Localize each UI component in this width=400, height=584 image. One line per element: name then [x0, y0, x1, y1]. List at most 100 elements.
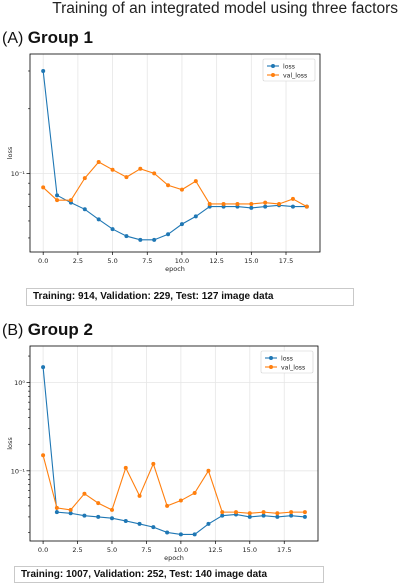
- data-point-loss: [302, 514, 307, 519]
- x-tick-label: 15.0: [243, 546, 257, 554]
- data-point-val-loss: [275, 511, 280, 516]
- data-point-val-loss: [234, 510, 239, 515]
- x-tick-label: 15.0: [244, 257, 258, 265]
- x-tick-label: 12.5: [208, 546, 222, 554]
- data-point-val-loss: [166, 183, 171, 188]
- data-point-val-loss: [247, 511, 252, 516]
- data-point-val-loss: [138, 166, 143, 171]
- data-point-val-loss: [151, 461, 156, 466]
- legend-label: loss: [283, 63, 295, 70]
- data-point-val-loss: [290, 196, 295, 201]
- legend-label: val_loss: [283, 72, 307, 79]
- data-point-val-loss: [221, 201, 226, 206]
- data-point-val-loss: [206, 468, 211, 473]
- data-point-val-loss: [54, 505, 59, 510]
- data-point-loss: [220, 513, 225, 518]
- x-tick-label: 17.5: [277, 546, 291, 554]
- data-point-loss: [179, 222, 184, 227]
- data-point-val-loss: [302, 510, 307, 515]
- data-point-val-loss: [152, 171, 157, 176]
- data-point-loss: [110, 227, 115, 232]
- x-tick-label: 5.0: [107, 546, 117, 554]
- data-point-val-loss: [82, 176, 87, 181]
- data-point-val-loss: [110, 167, 115, 172]
- axes-frame: [29, 53, 321, 253]
- data-point-loss: [54, 510, 59, 515]
- y-tick-label: 10⁰: [14, 379, 25, 387]
- data-point-loss: [247, 514, 252, 519]
- data-point-loss: [152, 237, 157, 242]
- data-point-val-loss: [41, 453, 46, 458]
- data-point-loss: [109, 516, 114, 521]
- data-point-loss: [249, 205, 254, 210]
- data-point-val-loss: [137, 493, 142, 498]
- panel-b-heading: (B) Group 2: [2, 320, 93, 341]
- data-point-loss: [41, 365, 46, 370]
- x-tick-label: 0.0: [38, 546, 48, 554]
- x-tick-label: 12.5: [209, 257, 223, 265]
- x-tick-label: 2.5: [73, 257, 83, 265]
- data-point-val-loss: [207, 201, 212, 206]
- series-line-val-loss: [42, 455, 305, 514]
- data-point-val-loss: [263, 200, 268, 205]
- data-point-val-loss: [68, 198, 73, 203]
- data-point-loss: [55, 193, 60, 198]
- x-tick-label: 7.5: [141, 546, 151, 554]
- data-point-loss: [290, 204, 295, 209]
- data-point-loss: [123, 518, 128, 523]
- data-point-loss: [165, 530, 170, 535]
- x-tick-label: 7.5: [142, 257, 152, 265]
- legend-label: val_loss: [281, 364, 305, 371]
- panel-a-letter: (A): [2, 30, 24, 47]
- data-point-loss: [82, 513, 87, 518]
- data-point-val-loss: [123, 465, 128, 470]
- panel-b-letter: (B): [2, 322, 24, 339]
- y-tick-label: 10⁻¹: [11, 170, 26, 178]
- legend-swatch-marker: [269, 356, 273, 360]
- series-line-val-loss: [42, 161, 308, 208]
- x-tick-label: 0.0: [38, 257, 48, 265]
- data-point-val-loss: [165, 503, 170, 508]
- data-point-loss: [275, 514, 280, 519]
- data-point-val-loss: [82, 491, 87, 496]
- data-point-val-loss: [289, 510, 294, 515]
- data-point-val-loss: [261, 510, 266, 515]
- data-point-val-loss: [179, 187, 184, 192]
- y-axis-label: loss: [6, 437, 14, 450]
- data-point-loss: [178, 532, 183, 537]
- data-point-val-loss: [249, 201, 254, 206]
- x-tick-label: 5.0: [107, 257, 117, 265]
- data-point-loss: [206, 521, 211, 526]
- y-axis-label: loss: [6, 146, 14, 159]
- data-point-val-loss: [55, 198, 60, 203]
- data-point-loss: [41, 68, 46, 73]
- data-point-loss: [261, 513, 266, 518]
- data-point-loss: [138, 237, 143, 242]
- panel-a-heading: (A) Group 1: [2, 28, 93, 49]
- axes-frame: [29, 345, 319, 542]
- panel-a-caption: Training: 914, Validation: 229, Test: 12…: [26, 288, 354, 306]
- data-point-loss: [82, 207, 87, 212]
- series-line-loss: [42, 367, 305, 535]
- chart-group-1: 0.0 2.5 5.0 7.5 10.0 12.5 15.0 17.5 10⁻¹ epoch los…: [6, 53, 321, 273]
- legend-swatch-marker: [271, 64, 275, 68]
- x-axis-label: epoch: [164, 554, 184, 562]
- data-point-loss: [289, 513, 294, 518]
- legend-label: loss: [281, 355, 293, 362]
- data-point-val-loss: [124, 175, 129, 180]
- x-tick-label: 10.0: [175, 257, 189, 265]
- y-tick-label: 10⁻¹: [11, 467, 26, 475]
- data-point-val-loss: [235, 201, 240, 206]
- x-tick-label: 10.0: [174, 546, 188, 554]
- panel-b-group-name: Group 2: [27, 320, 93, 339]
- data-point-val-loss: [68, 507, 73, 512]
- data-point-val-loss: [96, 501, 101, 506]
- series-line-loss: [42, 70, 307, 241]
- data-point-val-loss: [304, 204, 309, 209]
- x-axis-label: epoch: [165, 265, 185, 273]
- data-point-loss: [96, 514, 101, 519]
- panel-a-group-name: Group 1: [27, 28, 93, 47]
- data-point-val-loss: [178, 498, 183, 503]
- data-point-val-loss: [41, 185, 46, 190]
- data-point-loss: [151, 525, 156, 530]
